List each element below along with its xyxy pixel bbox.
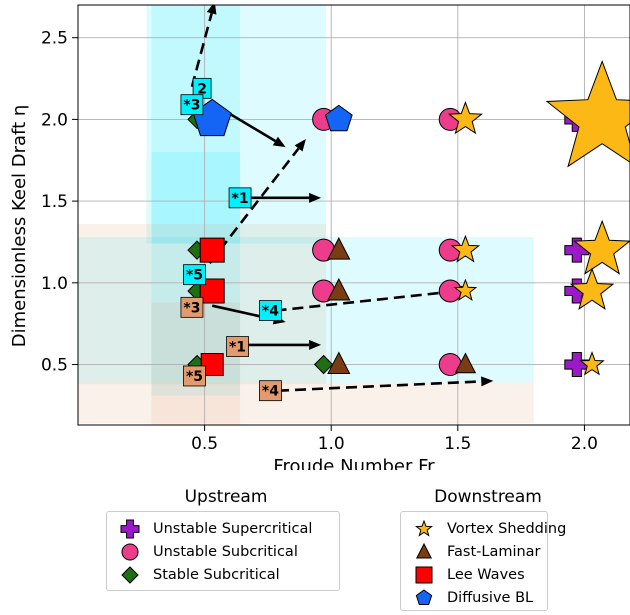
upstream-point [438, 279, 462, 303]
arrow-head [206, 5, 217, 15]
x-tick-label: 1.0 [318, 434, 345, 454]
arrow-head [272, 136, 286, 148]
label-text: *3 [183, 98, 200, 114]
downstream-legend-entry: Vortex Shedding [409, 518, 566, 540]
square-legend-marker-icon [415, 566, 433, 584]
downstream-point [545, 59, 630, 168]
y-tick-label: 0.5 [41, 356, 68, 376]
label-box [183, 264, 206, 286]
downstream-point [199, 237, 225, 263]
upstream-legend-label: Unstable Supercritical [153, 521, 313, 537]
arrow-head [481, 376, 494, 387]
arrow-head [294, 139, 306, 152]
label-text: *1 [232, 191, 249, 207]
legend-upstream-title: Upstream [184, 487, 268, 507]
legend-upstream: Unstable Supercritical Unstable Subcritic… [106, 511, 340, 591]
legend-marker-shape [120, 519, 140, 539]
diamond-legend-marker-icon [121, 566, 139, 584]
downstream-point [453, 278, 478, 302]
label-text: *3 [183, 300, 200, 316]
y-tick-label: 2.5 [41, 29, 68, 49]
downstream-legend-label: Diffusive BL [447, 590, 534, 606]
axes: 0.5 1.0 1.5 2.0 0.5 1.0 1.5 2.0 2.5 [41, 4, 630, 454]
upstream-legend-label: Unstable Subcritical [153, 544, 298, 560]
downstream-point [447, 100, 483, 135]
legend-marker-shape [415, 542, 433, 559]
label-text: *4 [262, 384, 279, 400]
legend-marker-shape [415, 519, 433, 537]
legend-downstream-title: Downstream [434, 487, 542, 507]
upstream-point [313, 354, 334, 375]
arrow-head [309, 192, 322, 203]
downstream-legend-label: Lee Waves [447, 567, 525, 583]
label-box [183, 365, 206, 387]
y-axis-label: Dimensionless Keel Draft η [9, 105, 30, 348]
label-text: *1 [229, 340, 246, 356]
pentagon-legend-marker-icon [415, 589, 433, 605]
arrow-head [309, 339, 322, 350]
dashed-arrow [275, 289, 462, 312]
downstream-point [200, 353, 224, 377]
downstream-point [327, 277, 351, 301]
y-tick-label: 2.0 [41, 110, 68, 130]
legend-marker-shape [415, 566, 433, 584]
y-tick-label: 1.5 [41, 192, 68, 212]
downstream-legend-label: Vortex Shedding [447, 521, 567, 537]
legend-downstream: Vortex Shedding Fast-Laminar Lee Waves Diff… [400, 511, 566, 611]
x-tick-label: 1.5 [444, 434, 471, 454]
downstream-legend-label: Fast-Laminar [447, 544, 541, 560]
label-text: *5 [186, 369, 203, 385]
downstream-point [454, 352, 477, 374]
plus-legend-marker-icon [120, 519, 140, 539]
plot-frame [77, 4, 630, 426]
upstream-legend-entry: Unstable Supercritical [115, 518, 312, 540]
label-box [180, 296, 204, 318]
label-box [228, 187, 252, 209]
legend-marker-shape [121, 566, 139, 584]
downstream-point [324, 104, 353, 132]
downstream-legend-entry: Lee Waves [409, 564, 525, 586]
label-box [259, 380, 282, 402]
downstream-point [327, 351, 351, 375]
triangle-legend-marker-icon [415, 542, 433, 559]
downstream-point [573, 219, 630, 275]
upstream-legend-entry: Stable Subcritical [115, 564, 280, 586]
label-box [226, 336, 249, 357]
upstream-legend-entry: Unstable Subcritical [115, 541, 298, 563]
y-tick-label: 1.0 [41, 274, 68, 294]
x-tick-label: 2.0 [571, 434, 598, 454]
label-text: 2 [197, 81, 207, 97]
x-axis-label: Froude Number Fr [273, 456, 435, 470]
downstream-point [569, 267, 615, 310]
downstream-legend-entry: Fast-Laminar [409, 541, 541, 563]
downstream-legend-entry: Diffusive BL [409, 587, 533, 609]
label-text: *4 [262, 304, 279, 320]
label-box [180, 94, 204, 116]
point-labels: 2*3*1*5*4*3*1*5*4 [180, 77, 282, 402]
star-legend-marker-icon [415, 519, 433, 537]
circle-legend-marker-icon [121, 543, 139, 561]
upstream-point [564, 352, 590, 378]
scatter-chart: 2*3*1*5*4*3*1*5*4 0.5 1.0 1.5 2.00.51.01.52… [9, 4, 630, 470]
upstream-legend-label: Stable Subcritical [153, 567, 280, 583]
downstream-point [450, 234, 481, 263]
label-text: *5 [186, 268, 203, 284]
downstream-point [579, 351, 605, 376]
dashed-arrow [190, 12, 213, 88]
label-box [259, 300, 282, 322]
downstream-point [327, 237, 351, 260]
legend-marker-shape [121, 543, 139, 561]
legend-marker-shape [415, 589, 433, 605]
x-tick-label: 0.5 [191, 434, 218, 454]
